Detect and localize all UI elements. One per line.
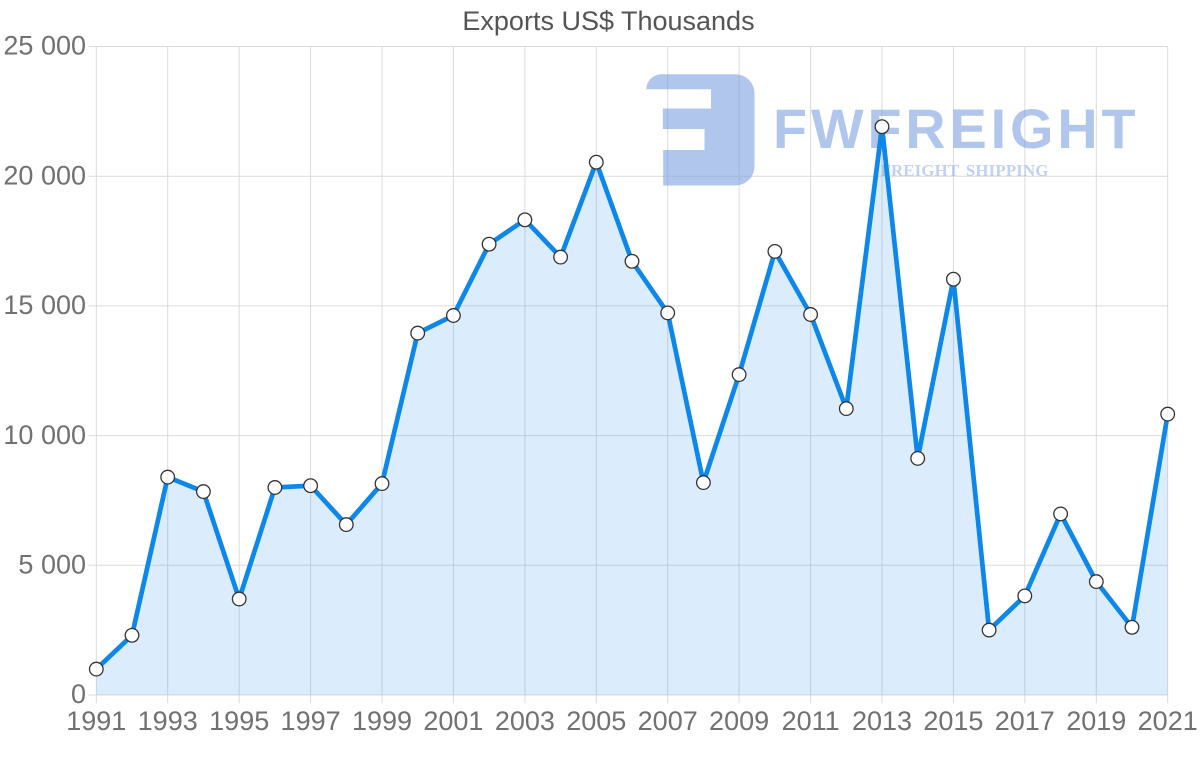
svg-text:20 000: 20 000 [3, 160, 86, 190]
svg-text:1995: 1995 [209, 706, 269, 736]
svg-text:1993: 1993 [138, 706, 198, 736]
svg-text:FWFREIGHT: FWFREIGHT [773, 98, 1136, 160]
svg-text:2001: 2001 [423, 706, 483, 736]
svg-text:2007: 2007 [638, 706, 698, 736]
svg-text:2015: 2015 [923, 706, 983, 736]
svg-text:1997: 1997 [281, 706, 341, 736]
svg-text:2003: 2003 [495, 706, 555, 736]
svg-text:1991: 1991 [66, 706, 126, 736]
svg-text:2021: 2021 [1138, 706, 1198, 736]
svg-text:2005: 2005 [566, 706, 626, 736]
svg-text:2009: 2009 [709, 706, 769, 736]
svg-text:15 000: 15 000 [3, 290, 86, 320]
svg-text:1999: 1999 [352, 706, 412, 736]
svg-text:2013: 2013 [852, 706, 912, 736]
svg-text:2017: 2017 [995, 706, 1055, 736]
svg-text:Exports US$ Thousands: Exports US$ Thousands [462, 6, 754, 36]
svg-text:2019: 2019 [1066, 706, 1126, 736]
svg-text:25 000: 25 000 [3, 31, 86, 61]
svg-text:2011: 2011 [782, 706, 840, 736]
svg-text:FREIGHT SHIPPING: FREIGHT SHIPPING [881, 161, 1049, 180]
svg-text:0: 0 [71, 679, 86, 709]
svg-text:10 000: 10 000 [3, 420, 86, 450]
svg-text:5 000: 5 000 [18, 550, 86, 580]
